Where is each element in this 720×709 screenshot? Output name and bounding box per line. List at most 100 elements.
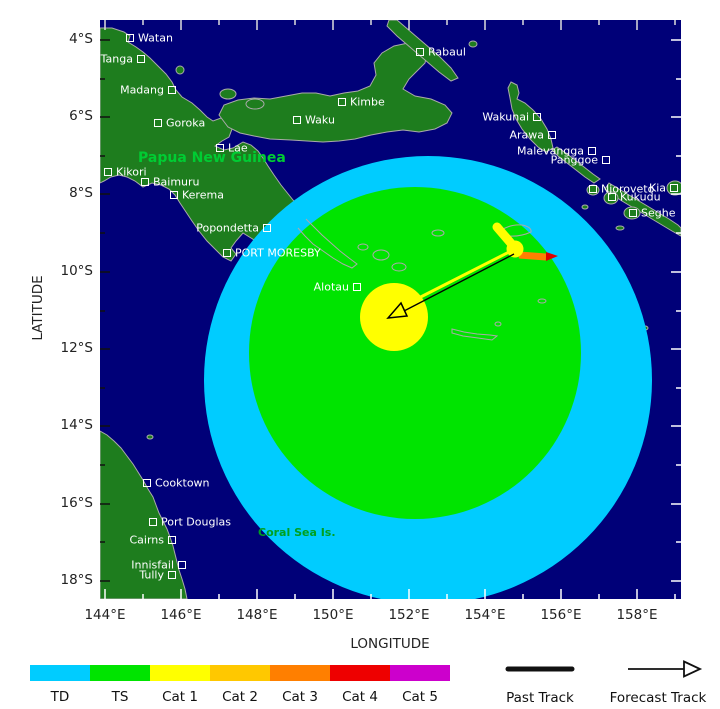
city-square-icon — [141, 178, 149, 186]
city-square-icon — [416, 48, 424, 56]
legend-swatch-cat-1 — [150, 665, 210, 681]
map-plot-area — [100, 20, 681, 599]
city-label: Port Douglas — [161, 515, 231, 529]
city-marker-malevangga: Malevangga — [517, 145, 596, 158]
city-label: Waku — [305, 113, 335, 127]
city-label: Popondetta — [196, 221, 259, 235]
city-label: Arawa — [509, 128, 544, 142]
x-tick-label: 154°E — [464, 607, 506, 623]
city-label: Malevangga — [517, 144, 584, 158]
city-label: Madang — [120, 83, 164, 97]
island — [603, 191, 619, 205]
city-label: Cairns — [129, 533, 164, 547]
city-label: Kikori — [116, 165, 147, 179]
city-marker-cairns: Cairns — [129, 534, 176, 547]
city-square-icon — [629, 209, 637, 217]
city-label: Njoroveto — [601, 182, 655, 196]
city-label: Cooktown — [155, 476, 210, 490]
city-marker-baimuru: Baimuru — [141, 176, 200, 189]
axis-ticks — [100, 20, 681, 599]
city-square-icon — [216, 144, 224, 152]
city-square-icon — [548, 131, 556, 139]
legend-label-cat-5: Cat 5 — [402, 689, 438, 705]
coast-outline-island — [494, 321, 502, 327]
city-label: Watan — [138, 31, 173, 45]
city-marker-kikori: Kikori — [104, 166, 147, 179]
coast-outline-island — [357, 243, 369, 251]
legend-label-td: TD — [50, 689, 70, 705]
city-square-icon — [533, 113, 541, 121]
city-marker-kerema: Kerema — [170, 189, 224, 202]
city-marker-arawa: Arawa — [509, 129, 556, 142]
city-marker-panggoe: Panggoe — [551, 154, 610, 167]
legend-label-cat-2: Cat 2 — [222, 689, 258, 705]
city-marker-kimbe: Kimbe — [338, 96, 385, 109]
city-square-icon — [589, 185, 597, 193]
x-tick-label: 150°E — [312, 607, 354, 623]
city-square-icon — [104, 168, 112, 176]
legend-swatch-td — [30, 665, 90, 681]
coast-outline-louisiade — [451, 328, 499, 341]
legend-swatch-cat-4 — [330, 665, 390, 681]
city-marker-watan: Watan — [126, 32, 173, 45]
coast-outline-island — [431, 229, 445, 237]
past-track-segment-1 — [518, 251, 547, 261]
legend-label-ts: TS — [111, 689, 129, 705]
city-marker-waku: Waku — [293, 114, 335, 127]
land-layer — [100, 20, 681, 599]
legend-swatch-cat-5 — [390, 665, 450, 681]
region-label-papua-new-guinea: Papua New Guinea — [138, 150, 286, 166]
city-label: Kukudu — [620, 190, 661, 204]
x-tick-label: 144°E — [84, 607, 126, 623]
city-square-icon — [178, 561, 186, 569]
city-square-icon — [168, 536, 176, 544]
land-australia-cape-york — [100, 430, 188, 599]
island — [219, 88, 237, 100]
city-label: Baimuru — [153, 175, 200, 189]
city-square-icon — [168, 86, 176, 94]
land-new-ireland — [386, 20, 459, 82]
city-label: Innisfail — [131, 558, 174, 572]
y-axis-title: LATITUDE — [30, 275, 46, 341]
city-marker-tully: Tully — [139, 569, 176, 582]
coast-outline-png-tail — [297, 218, 358, 269]
x-tick-label: 156°E — [540, 607, 582, 623]
city-marker-wakunai: Wakunai — [482, 111, 541, 124]
city-marker-rabaul: Rabaul — [416, 46, 466, 59]
city-marker-innisfail: Innisfail — [131, 559, 186, 572]
city-label: Wakunai — [482, 110, 529, 124]
region-label-coral-sea-is-: Coral Sea Is. — [258, 526, 336, 539]
y-tick-label: 12°S — [60, 340, 94, 356]
city-square-icon — [588, 147, 596, 155]
city-label: Kimbe — [350, 95, 385, 109]
legend-swatch-cat-3 — [270, 665, 330, 681]
city-square-icon — [223, 249, 231, 257]
legend-label-cat-1: Cat 1 — [162, 689, 198, 705]
x-tick-label: 152°E — [388, 607, 430, 623]
past-track-segment-2 — [397, 248, 515, 310]
city-label: Kerema — [182, 188, 224, 202]
forecast-uncertainty-circles — [204, 156, 652, 599]
city-square-icon — [670, 184, 678, 192]
legend-swatch-cat-2 — [210, 665, 270, 681]
legend-swatch-ts — [90, 665, 150, 681]
city-marker-kia: Kia — [649, 182, 678, 195]
city-square-icon — [338, 98, 346, 106]
forecast-track-arrowhead — [386, 301, 409, 319]
city-label: Panggoe — [550, 153, 598, 167]
city-square-icon — [154, 119, 162, 127]
land-choiseul — [551, 146, 601, 184]
city-square-icon — [602, 156, 610, 164]
island — [468, 40, 478, 48]
city-label: PORT MORESBY — [235, 246, 321, 260]
x-tick-label: 158°E — [616, 607, 658, 623]
city-marker-madang: Madang — [120, 84, 176, 97]
current-position-dot — [506, 240, 524, 258]
past-track-tip — [546, 252, 558, 261]
city-label: Kia — [648, 181, 666, 195]
coast-outline-island — [391, 262, 407, 272]
x-tick-label: 146°E — [160, 607, 202, 623]
city-label: Seghe — [641, 206, 676, 220]
forecast-circle-ts — [249, 187, 581, 519]
city-square-icon — [608, 193, 616, 201]
